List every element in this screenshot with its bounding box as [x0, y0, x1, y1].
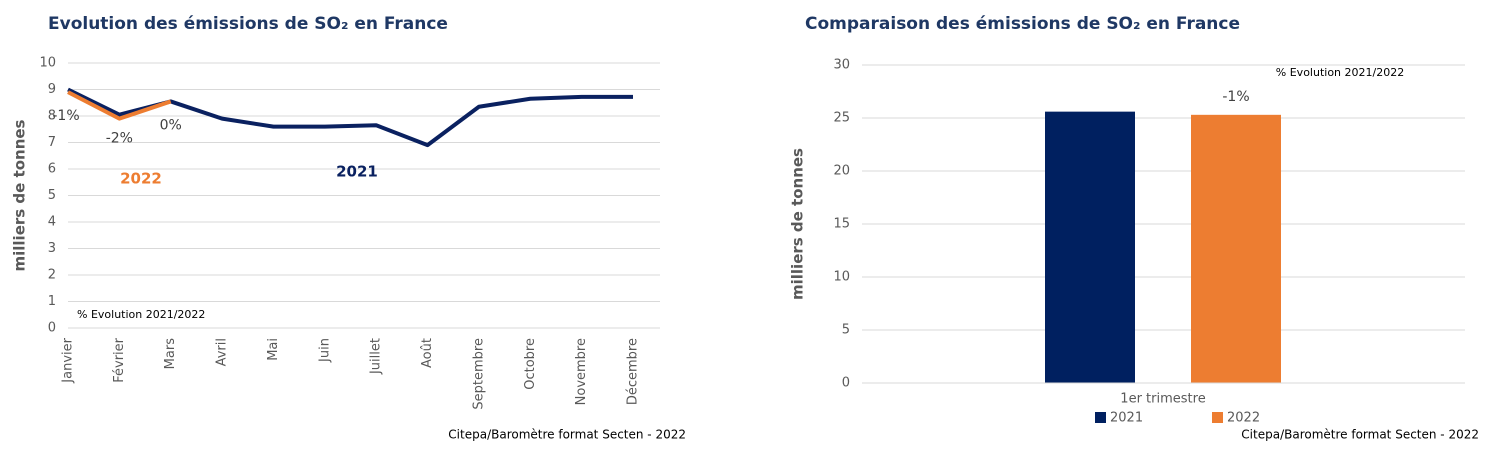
data-label: -2% — [106, 131, 133, 147]
note: % Evolution 2021/2022 — [1276, 66, 1404, 79]
x-tick-label: Janvier — [61, 337, 76, 383]
x-tick-label: Juin — [317, 338, 332, 363]
y-tick-label: 15 — [833, 217, 850, 232]
note: % Evolution 2021/2022 — [77, 308, 205, 321]
x-tick-label: Octobre — [523, 338, 538, 390]
y-tick-label: 10 — [833, 270, 850, 285]
x-tick-label: Mai — [266, 338, 281, 361]
bar — [1045, 111, 1135, 383]
x-tick-label: Juillet — [369, 338, 384, 375]
y-tick-label: 30 — [833, 58, 850, 73]
y-axis-label: milliers de tonnes — [789, 148, 807, 300]
line — [67, 87, 633, 148]
y-tick-label: 5 — [48, 188, 56, 203]
legend-swatch — [1095, 412, 1106, 423]
y-tick-label: 20 — [833, 164, 850, 179]
y-tick-label: 1 — [48, 294, 56, 309]
bar — [1191, 114, 1281, 383]
chart-title: Comparaison des émissions de SO₂ en Fran… — [805, 14, 1240, 34]
data-label: -1% — [1222, 89, 1249, 105]
series-label: 2022 — [120, 170, 162, 188]
source: Citepa/Baromètre format Secten - 2022 — [1241, 428, 1479, 442]
y-tick-label: 9 — [48, 82, 56, 97]
x-tick-label: Août — [420, 338, 435, 368]
data-label: 0% — [160, 117, 182, 133]
y-tick-label: 4 — [48, 215, 56, 230]
x-tick-label: Novembre — [574, 338, 589, 405]
y-tick-label: 5 — [842, 323, 850, 338]
y-tick-label: 8 — [48, 109, 56, 124]
legend-label: 2021 — [1110, 411, 1143, 426]
y-tick-label: 0 — [842, 376, 850, 391]
x-tick-label: Mars — [163, 338, 178, 370]
data-label: -1% — [52, 108, 79, 124]
legend-swatch — [1212, 412, 1223, 423]
y-axis-label: milliers de tonnes — [11, 119, 29, 271]
y-tick-label: 2 — [48, 268, 56, 283]
x-tick-label: 1er trimestre — [1120, 392, 1205, 407]
y-tick-label: 25 — [833, 111, 850, 126]
y-tick-label: 3 — [48, 241, 56, 256]
x-tick-label: Février — [112, 337, 127, 382]
y-tick-label: 7 — [48, 135, 56, 150]
x-tick-label: Décembre — [626, 338, 641, 405]
y-tick-label: 0 — [48, 321, 56, 336]
line — [67, 90, 172, 121]
legend-label: 2022 — [1227, 411, 1260, 426]
x-tick-label: Septembre — [471, 338, 486, 410]
source: Citepa/Baromètre format Secten - 2022 — [448, 428, 686, 442]
x-tick-label: Avril — [215, 338, 230, 366]
series-label: 2021 — [336, 163, 378, 181]
chart-title: Evolution des émissions de SO₂ en France — [48, 14, 448, 34]
y-tick-label: 6 — [48, 162, 56, 177]
y-tick-label: 10 — [39, 56, 56, 71]
